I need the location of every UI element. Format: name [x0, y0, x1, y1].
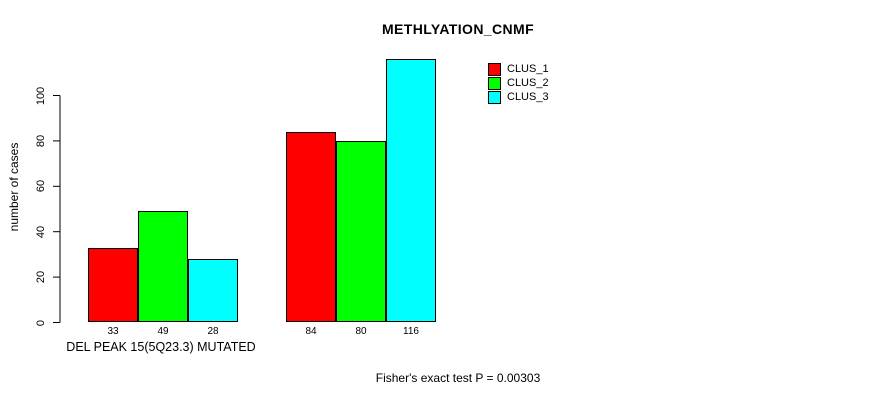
y-tick-label: 80 [35, 134, 47, 148]
bar-group2-clus_1 [286, 131, 336, 323]
bar-value-label: 33 [107, 325, 119, 337]
bar-group1-clus_2 [138, 211, 188, 323]
legend-label-clus-1: CLUS_1 [507, 63, 549, 75]
bar-group1-clus_1 [88, 247, 138, 323]
legend-label-clus-2: CLUS_2 [507, 77, 549, 89]
chart-title: METHLYATION_CNMF [381, 21, 535, 37]
bar-group2-clus_2 [336, 140, 386, 323]
fisher-test-note: Fisher's exact test P = 0.00303 [375, 371, 541, 385]
y-tick-label: 20 [35, 270, 47, 284]
legend-label-clus-3: CLUS_3 [507, 91, 549, 103]
legend-item-clus-3: CLUS_3 [488, 90, 549, 104]
y-tick-label: 0 [35, 319, 47, 326]
legend-item-clus-1: CLUS_1 [488, 62, 549, 76]
bar-value-label: 116 [403, 325, 419, 337]
legend-swatch-clus-3 [488, 90, 501, 104]
legend-item-clus-2: CLUS_2 [488, 76, 549, 90]
bar-group1-clus_3 [188, 258, 238, 323]
bar-value-label: 80 [355, 325, 367, 337]
y-tick-label: 60 [35, 180, 47, 193]
bar-value-label: 28 [207, 325, 219, 337]
y-tick-label: 40 [35, 225, 47, 238]
bar-value-label: 84 [305, 325, 317, 337]
bar-group2-clus_3 [386, 59, 436, 323]
legend: CLUS_1 CLUS_2 CLUS_3 [488, 62, 549, 104]
x-axis-group-label: DEL PEAK 15(5Q23.3) MUTATED [66, 340, 256, 354]
y-axis [53, 95, 61, 323]
legend-swatch-clus-2 [488, 76, 501, 90]
bar-value-label: 49 [157, 325, 169, 337]
y-tick-label: 100 [35, 86, 47, 105]
legend-swatch-clus-1 [488, 62, 501, 76]
